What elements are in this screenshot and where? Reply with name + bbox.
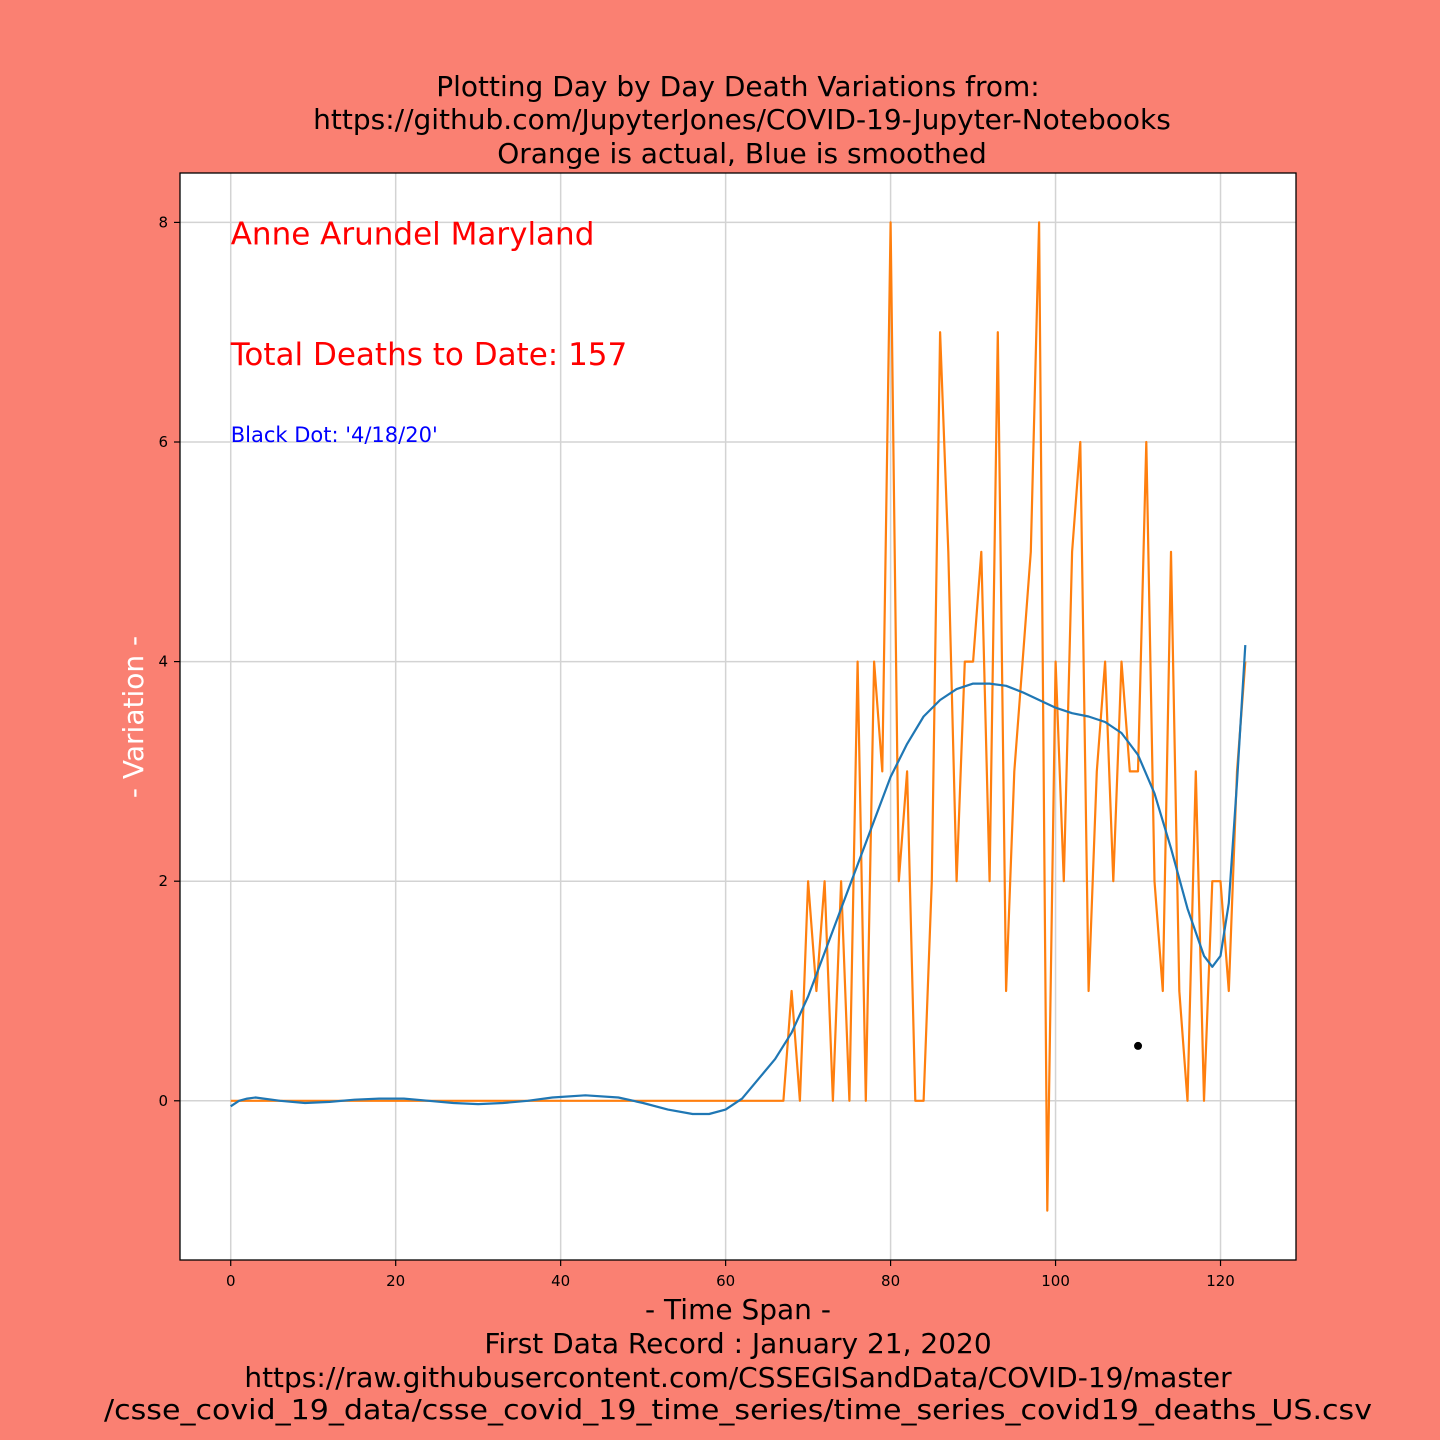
x-tick-label: 100: [1041, 1272, 1070, 1290]
x-tick-label: 60: [716, 1272, 735, 1290]
chart-title-line-1: Plotting Day by Day Death Variations fro…: [436, 70, 1039, 103]
plot-frame: [179, 172, 1297, 1261]
x-tick-label: 80: [881, 1272, 900, 1290]
y-tick-label: 6: [158, 433, 168, 451]
black-dot-marker: [1134, 1041, 1143, 1050]
y-tick-label: 2: [158, 872, 168, 890]
annotation-black-dot: Black Dot: '4/18/20': [231, 423, 438, 447]
y-tick-label: 0: [158, 1092, 168, 1110]
annotation-location: Anne Arundel Maryland: [231, 216, 595, 252]
x-axis-label-line-4: /csse_covid_19_data/csse_covid_19_time_s…: [104, 1393, 1372, 1426]
x-tick-label: 0: [226, 1272, 236, 1290]
series-smoothed-line: [230, 645, 1247, 1116]
y-axis-label: - Variation -: [117, 636, 150, 798]
y-axis-ticks: 0 2 4 6 8: [158, 213, 180, 1110]
annotations: Anne Arundel Maryland Total Deaths to Dat…: [230, 216, 628, 447]
series-actual-line: [230, 221, 1247, 1212]
y-tick-label: 4: [158, 653, 168, 671]
x-axis-ticks: 0 20 40 60 80 100 120: [226, 1260, 1235, 1290]
series-layer: [230, 221, 1247, 1212]
annotation-total-deaths: Total Deaths to Date: 157: [230, 337, 628, 373]
x-tick-label: 20: [386, 1272, 405, 1290]
x-axis-label-line-1: - Time Span -: [645, 1293, 831, 1326]
x-tick-label: 40: [551, 1272, 570, 1290]
plot-area: [180, 173, 1296, 1260]
x-tick-label: 120: [1206, 1272, 1235, 1290]
x-axis-label-line-2: First Data Record : January 21, 2020: [484, 1327, 991, 1360]
y-tick-label: 8: [158, 213, 168, 231]
chart-title-line-2: https://github.com/JupyterJones/COVID-19…: [313, 103, 1171, 136]
x-axis-label-line-3: https://raw.githubusercontent.com/CSSEGI…: [244, 1361, 1232, 1394]
marker-layer: [1134, 1041, 1143, 1050]
chart-title-line-3: Orange is actual, Blue is smoothed: [497, 137, 987, 170]
